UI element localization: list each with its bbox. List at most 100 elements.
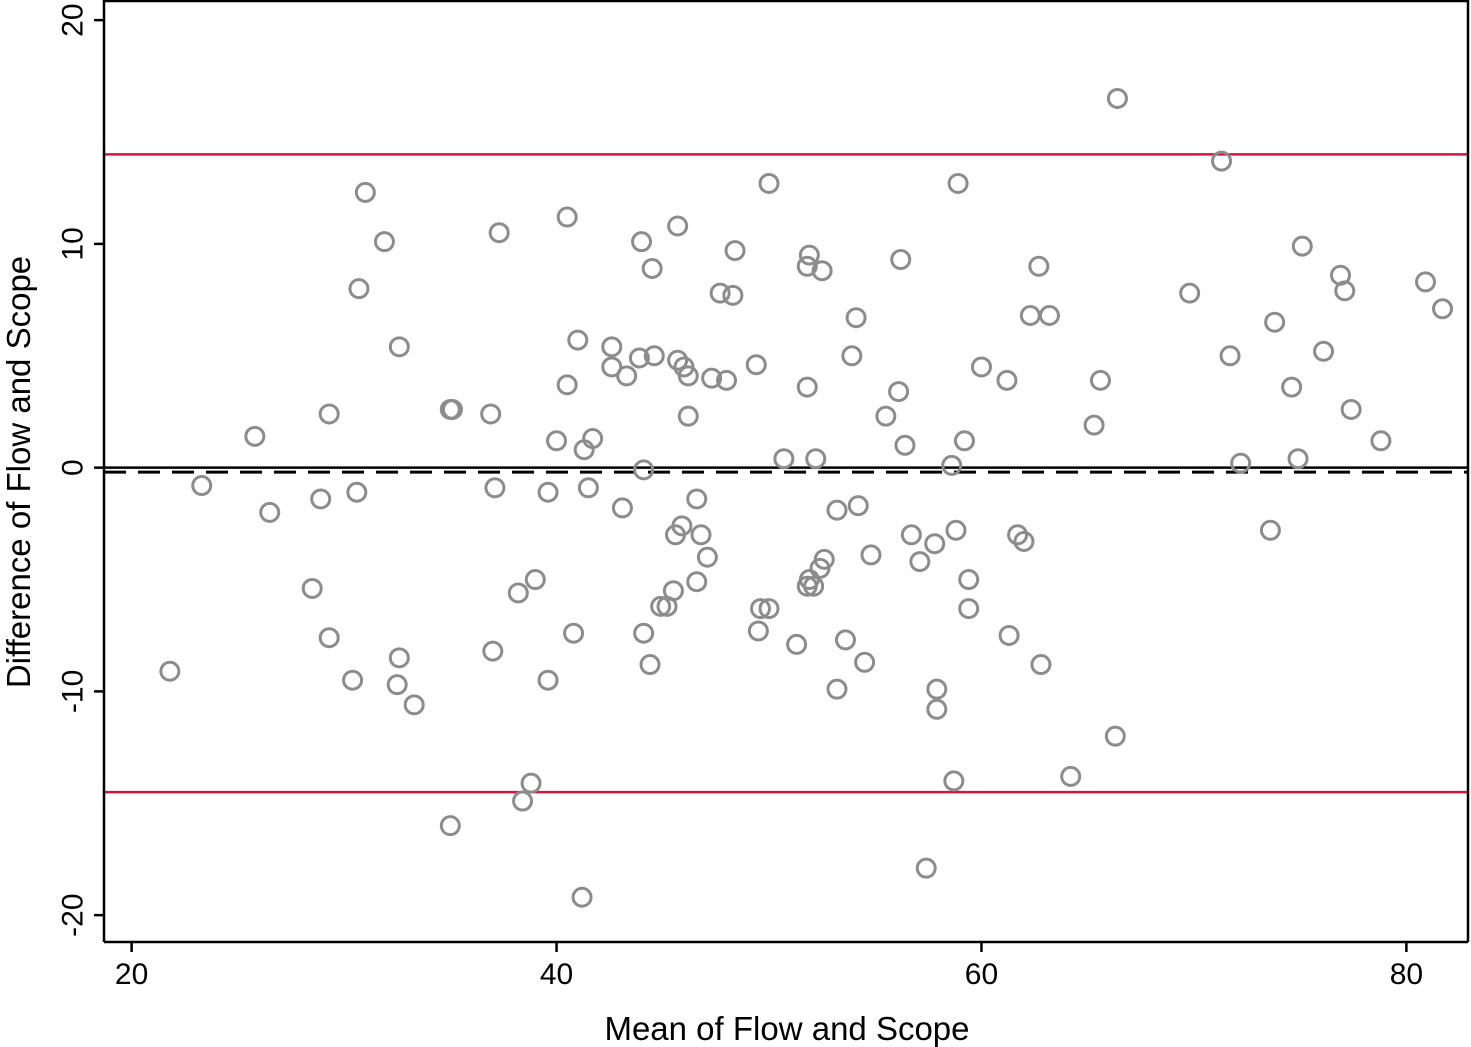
data-point-90	[841, 345, 863, 367]
data-point-4	[259, 501, 281, 523]
data-point-126	[1179, 282, 1201, 304]
data-point-45	[631, 231, 653, 253]
data-point-50	[643, 345, 665, 367]
data-point-138	[1340, 398, 1362, 420]
axes: 20 40 60 80 20 10 0 -10 -20	[57, 0, 1470, 991]
data-point-17	[403, 694, 425, 716]
data-point-6	[310, 488, 332, 510]
data-point-2	[191, 475, 213, 497]
data-point-64	[696, 546, 718, 568]
data-point-112	[970, 356, 992, 378]
data-point-78	[796, 255, 818, 277]
data-point-97	[890, 249, 912, 271]
data-point-116	[1013, 530, 1035, 552]
data-point-83	[805, 448, 827, 470]
data-point-125	[1106, 87, 1128, 109]
data-point-87	[826, 499, 848, 521]
data-point-12	[354, 181, 376, 203]
data-point-68	[722, 284, 744, 306]
data-point-118	[1028, 255, 1050, 277]
data-point-67	[716, 369, 738, 391]
data-point-139	[1370, 430, 1392, 452]
data-point-3	[244, 425, 266, 447]
data-point-102	[924, 533, 946, 555]
data-point-60	[677, 405, 699, 427]
data-point-91	[845, 307, 867, 329]
data-point-106	[943, 770, 965, 792]
data-point-94	[860, 544, 882, 566]
y-axis-title: Difference of Flow and Scope	[0, 256, 37, 688]
data-point-59	[677, 365, 699, 387]
data-point-51	[650, 595, 672, 617]
data-point-104	[926, 698, 948, 720]
data-points	[159, 87, 1454, 908]
data-point-24	[488, 222, 510, 244]
data-point-66	[709, 282, 731, 304]
data-point-123	[1089, 369, 1111, 391]
data-point-25	[507, 582, 529, 604]
data-point-88	[826, 678, 848, 700]
data-point-26	[512, 790, 534, 812]
data-point-109	[953, 430, 975, 452]
data-point-122	[1083, 414, 1105, 436]
data-point-107	[945, 519, 967, 541]
data-point-1	[159, 660, 181, 682]
y-tick-label: -10	[57, 670, 90, 713]
data-point-100	[909, 551, 931, 573]
data-point-93	[854, 651, 876, 673]
data-point-62	[686, 571, 708, 593]
data-point-23	[484, 477, 506, 499]
data-point-82	[803, 575, 825, 597]
data-point-95	[875, 405, 897, 427]
data-point-44	[628, 347, 650, 369]
data-point-9	[342, 669, 364, 691]
data-point-108	[947, 172, 969, 194]
data-point-98	[894, 434, 916, 456]
data-point-15	[388, 336, 410, 358]
data-point-14	[386, 674, 408, 696]
data-point-124	[1104, 725, 1126, 747]
data-point-89	[834, 629, 856, 651]
data-point-20	[439, 815, 461, 837]
data-point-5	[301, 577, 323, 599]
data-point-56	[667, 215, 689, 237]
data-point-134	[1291, 235, 1313, 257]
data-point-96	[888, 381, 910, 403]
data-point-10	[346, 481, 368, 503]
data-point-130	[1259, 519, 1281, 541]
data-point-36	[571, 886, 593, 908]
data-point-140	[1415, 271, 1437, 293]
data-point-92	[847, 495, 869, 517]
data-point-110	[958, 598, 980, 620]
y-tick-label: -20	[57, 893, 90, 936]
data-point-8	[318, 627, 340, 649]
data-point-137	[1334, 280, 1356, 302]
data-point-103	[926, 678, 948, 700]
data-point-32	[556, 206, 578, 228]
data-point-73	[758, 172, 780, 194]
data-point-31	[546, 430, 568, 452]
data-point-30	[537, 481, 559, 503]
data-point-63	[690, 524, 712, 546]
x-tick-label: 60	[965, 958, 998, 991]
data-point-48	[639, 654, 661, 676]
data-point-85	[811, 260, 833, 282]
data-point-128	[1219, 345, 1241, 367]
data-point-70	[745, 354, 767, 376]
data-point-72	[750, 598, 772, 620]
data-point-34	[563, 622, 585, 644]
data-point-77	[796, 376, 818, 398]
data-point-132	[1281, 376, 1303, 398]
data-point-105	[941, 454, 963, 476]
data-point-75	[773, 448, 795, 470]
data-point-19	[441, 398, 463, 420]
data-point-27	[520, 772, 542, 794]
data-point-113	[996, 369, 1018, 391]
data-point-53	[662, 580, 684, 602]
data-point-61	[686, 488, 708, 510]
data-point-114	[998, 624, 1020, 646]
data-point-21	[480, 403, 502, 425]
data-point-135	[1313, 340, 1335, 362]
